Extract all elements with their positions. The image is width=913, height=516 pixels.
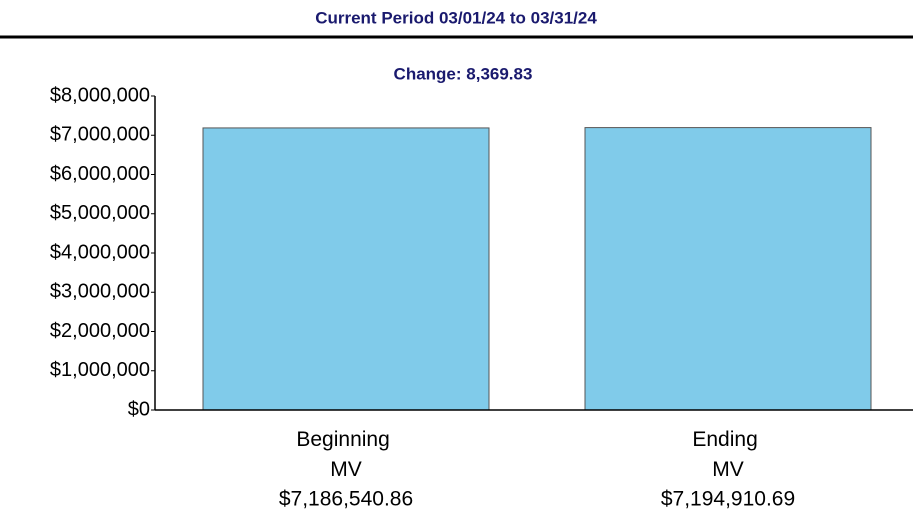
- y-tick-label: $7,000,000: [50, 124, 150, 146]
- x-tick-label: Ending MV: [692, 428, 763, 481]
- x-tick-label: Beginning MV: [296, 428, 395, 481]
- bar: [202, 127, 490, 411]
- value-label: $7,194,910.69: [661, 488, 795, 511]
- y-tick-label: $2,000,000: [50, 320, 150, 342]
- y-tick-label: $3,000,000: [50, 281, 150, 303]
- y-tick-label: $6,000,000: [50, 163, 150, 185]
- chart-title: Current Period 03/01/24 to 03/31/24: [315, 8, 597, 27]
- value-label: $7,186,540.86: [279, 488, 413, 511]
- chart-subtitle: Change: 8,369.83: [394, 64, 533, 83]
- y-tick-label: $5,000,000: [50, 202, 150, 224]
- y-tick-label: $1,000,000: [50, 359, 150, 381]
- y-tick-label: $0: [128, 398, 150, 420]
- y-tick-label: $8,000,000: [50, 84, 150, 106]
- y-tick-label: $4,000,000: [50, 241, 150, 263]
- bar: [584, 127, 872, 411]
